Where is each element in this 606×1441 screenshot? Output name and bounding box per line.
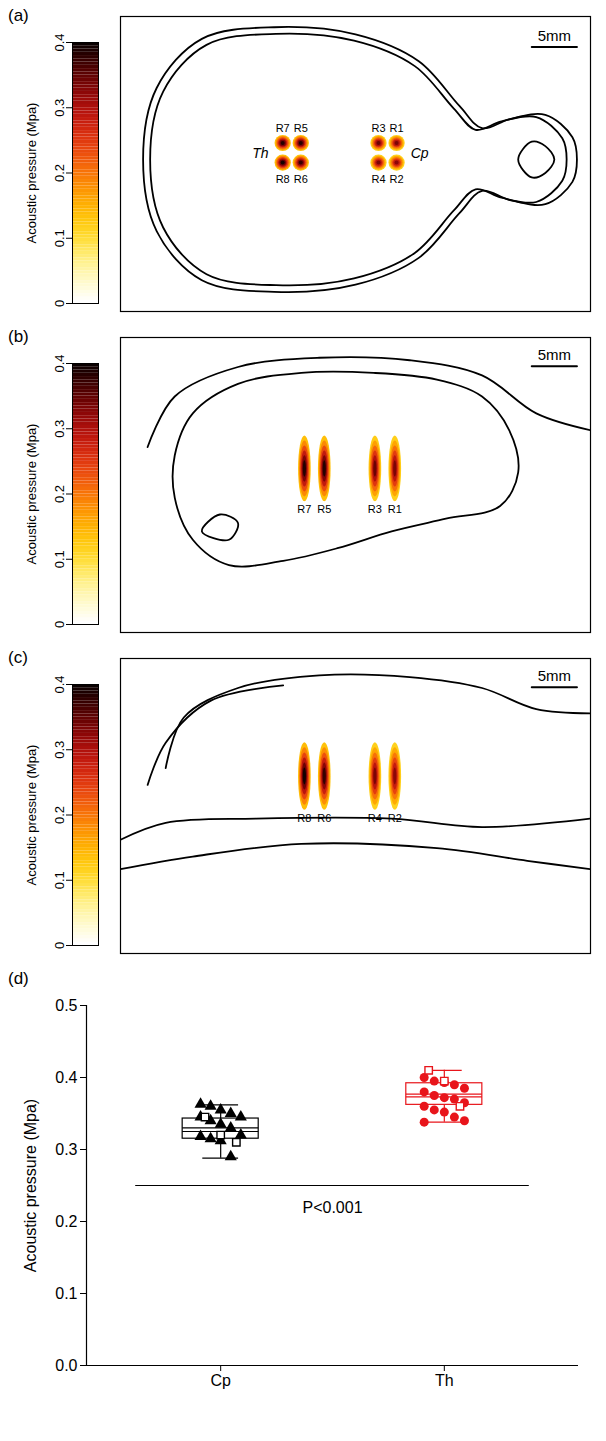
svg-text:0.3: 0.3 bbox=[55, 1141, 77, 1158]
svg-text:0.4: 0.4 bbox=[52, 354, 67, 372]
svg-text:0.5: 0.5 bbox=[55, 997, 77, 1014]
html-text:(a): (a) bbox=[8, 6, 29, 25]
svg-text:0.4: 0.4 bbox=[55, 1069, 77, 1086]
svg-text:0.2: 0.2 bbox=[52, 164, 67, 182]
svg-text:0.3: 0.3 bbox=[52, 420, 67, 438]
svg-text:0.4: 0.4 bbox=[52, 675, 67, 693]
svg-text:R8: R8 bbox=[276, 173, 290, 185]
svg-text:0.1: 0.1 bbox=[55, 1285, 77, 1302]
svg-text:Th: Th bbox=[435, 1372, 454, 1389]
svg-text:R2: R2 bbox=[390, 173, 404, 185]
svg-text:0.3: 0.3 bbox=[52, 741, 67, 759]
svg-text:0: 0 bbox=[52, 300, 67, 307]
svg-text:Th: Th bbox=[252, 145, 269, 161]
svg-text:0.1: 0.1 bbox=[52, 550, 67, 568]
svg-text:5mm: 5mm bbox=[538, 27, 571, 44]
svg-text:R7: R7 bbox=[276, 122, 290, 134]
svg-text:Acoustic pressure (Mpa): Acoustic pressure (Mpa) bbox=[24, 424, 39, 565]
svg-text:R4: R4 bbox=[371, 173, 385, 185]
svg-text:0.1: 0.1 bbox=[52, 229, 67, 247]
svg-text:0.0: 0.0 bbox=[55, 1357, 77, 1374]
svg-text:R6: R6 bbox=[317, 812, 331, 824]
svg-text:0.2: 0.2 bbox=[52, 485, 67, 503]
svg-text:5mm: 5mm bbox=[538, 346, 571, 363]
svg-text:0.1: 0.1 bbox=[52, 871, 67, 889]
svg-text:Cp: Cp bbox=[411, 145, 429, 161]
svg-text:R8: R8 bbox=[297, 812, 311, 824]
html-text:(b): (b) bbox=[8, 327, 29, 346]
svg-text:0.4: 0.4 bbox=[52, 33, 67, 51]
svg-text:Cp: Cp bbox=[210, 1372, 231, 1389]
svg-text:0.3: 0.3 bbox=[52, 99, 67, 117]
svg-text:0.2: 0.2 bbox=[52, 806, 67, 824]
svg-text:R2: R2 bbox=[388, 812, 402, 824]
html-text:(d): (d) bbox=[8, 969, 29, 988]
svg-text:R7: R7 bbox=[297, 503, 311, 515]
svg-text:0: 0 bbox=[52, 942, 67, 949]
svg-text:R1: R1 bbox=[390, 122, 404, 134]
svg-text:Acoustic pressure (Mpa): Acoustic pressure (Mpa) bbox=[22, 1099, 39, 1272]
svg-text:R5: R5 bbox=[317, 503, 331, 515]
svg-text:Acoustic pressure (Mpa): Acoustic pressure (Mpa) bbox=[24, 745, 39, 886]
svg-text:R5: R5 bbox=[294, 122, 308, 134]
html-text:(c): (c) bbox=[8, 648, 28, 667]
svg-text:R3: R3 bbox=[368, 503, 382, 515]
svg-text:5mm: 5mm bbox=[538, 667, 571, 684]
svg-text:R4: R4 bbox=[368, 812, 382, 824]
svg-text:Acoustic pressure (Mpa): Acoustic pressure (Mpa) bbox=[24, 103, 39, 244]
svg-text:R3: R3 bbox=[371, 122, 385, 134]
svg-text:R6: R6 bbox=[294, 173, 308, 185]
svg-text:P<0.001: P<0.001 bbox=[302, 1199, 362, 1216]
svg-text:0: 0 bbox=[52, 621, 67, 628]
svg-text:0.2: 0.2 bbox=[55, 1213, 77, 1230]
svg-text:R1: R1 bbox=[388, 503, 402, 515]
